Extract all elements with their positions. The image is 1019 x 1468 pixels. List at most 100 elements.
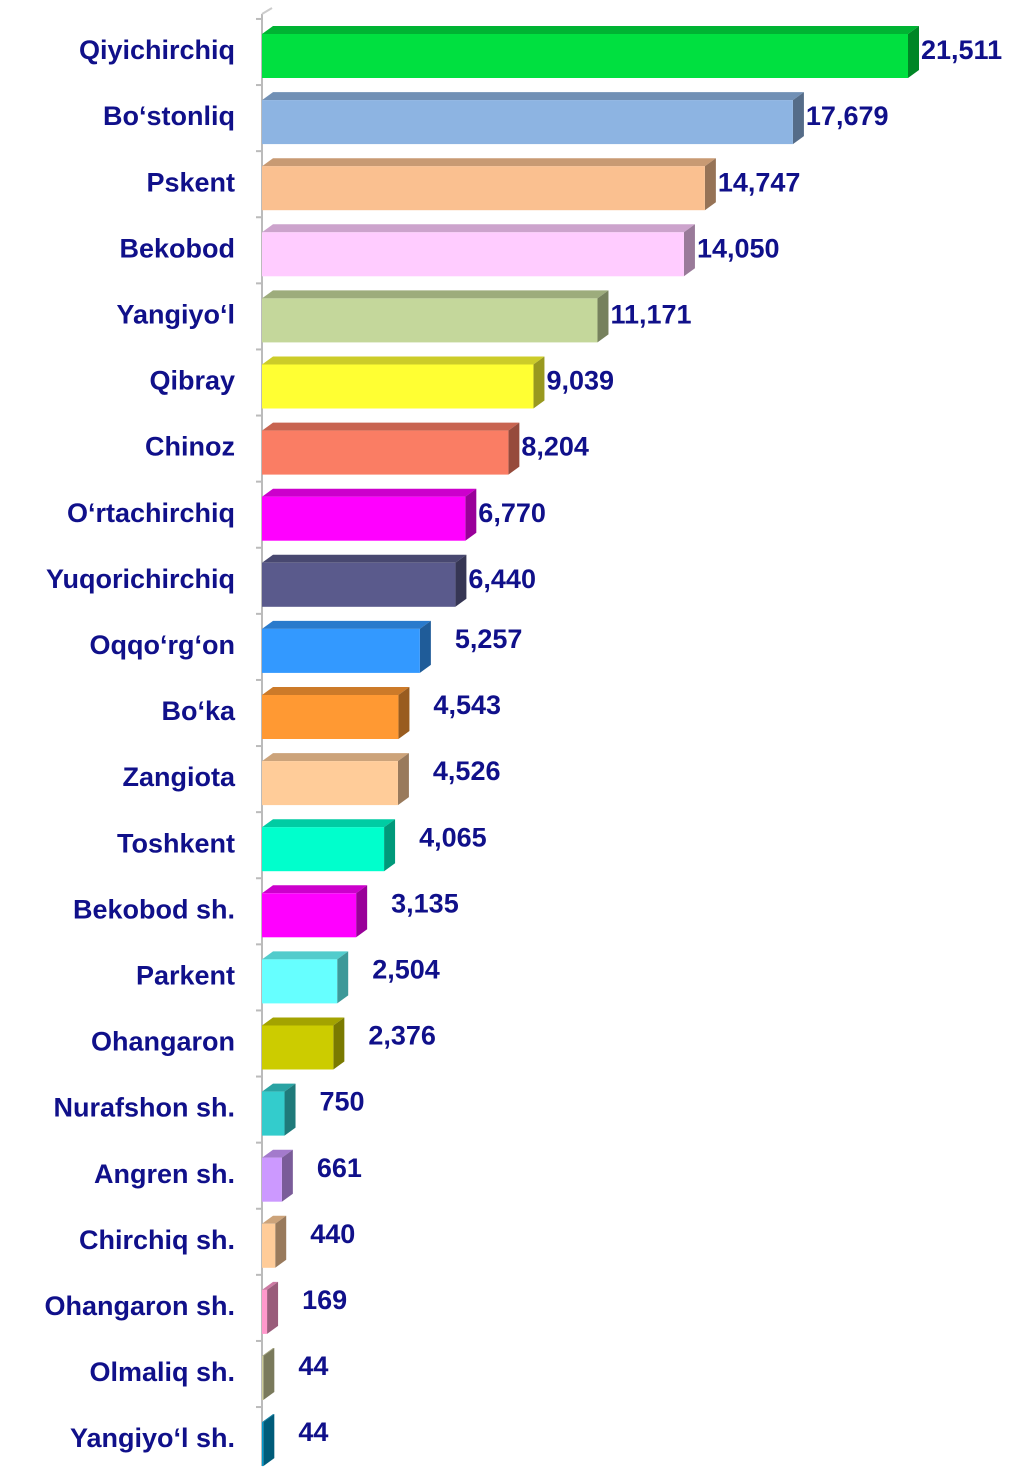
bar (262, 761, 398, 806)
value-label: 44 (298, 1417, 328, 1447)
category-label: Bo‘ka (161, 696, 236, 726)
value-label: 14,747 (718, 167, 801, 197)
bar-top (262, 1149, 293, 1158)
bar-top (262, 1281, 279, 1290)
category-label: Olmaliq sh. (89, 1357, 235, 1387)
bar-top (262, 290, 609, 299)
bar-3d (262, 290, 609, 343)
bar (262, 34, 908, 78)
bar-side (908, 26, 919, 78)
bar-side (533, 356, 545, 409)
value-label: 4,543 (433, 690, 501, 720)
bar (262, 562, 456, 607)
value-label: 2,504 (372, 955, 440, 985)
category-label: Qiyichirchiq (79, 35, 235, 65)
category-label: O‘rtachirchiq (67, 498, 235, 528)
bar-top (262, 488, 477, 497)
bar-3d (262, 158, 716, 211)
category-label: Zangiota (123, 762, 236, 792)
bar-top (262, 1215, 287, 1224)
bar-3d (262, 1281, 279, 1334)
bar-side (267, 1281, 279, 1334)
bar-top (262, 1348, 275, 1356)
bar-top (262, 753, 409, 762)
bar-top (262, 92, 804, 101)
category-label: Chinoz (145, 432, 235, 462)
bar-side (263, 1414, 275, 1467)
category-label: Oqqo‘rg‘on (90, 630, 235, 660)
bar-top (262, 1414, 275, 1423)
bar (262, 1356, 264, 1400)
value-label: 169 (302, 1285, 347, 1315)
category-label: Bekobod (119, 233, 235, 263)
bar-top (262, 554, 467, 563)
bar-top (262, 26, 919, 34)
bar (262, 827, 385, 872)
bar (262, 100, 793, 145)
category-label: Yangiyo‘l sh. (70, 1423, 235, 1453)
value-label: 750 (320, 1087, 365, 1117)
bar (262, 893, 357, 938)
bar-side (397, 753, 409, 806)
bar (262, 1223, 276, 1268)
value-label: 44 (298, 1351, 328, 1381)
value-label: 21,511 (921, 35, 1002, 65)
bar-3d (262, 620, 431, 673)
category-label: Bo‘stonliq (103, 101, 235, 131)
value-label: 5,257 (455, 624, 523, 654)
category-label: Ohangaron (91, 1027, 235, 1057)
category-label: Yuqorichirchiq (46, 564, 235, 594)
bar (262, 1289, 268, 1334)
category-label: Nurafshon sh. (53, 1093, 235, 1123)
bar (262, 298, 598, 343)
value-label: 3,135 (391, 888, 459, 918)
bar-3d (262, 422, 520, 475)
bar (262, 1025, 334, 1070)
bar (262, 1157, 282, 1202)
bar-3d (262, 951, 349, 1004)
bar-side (333, 1017, 345, 1070)
bar-top (262, 158, 716, 167)
bar (262, 1422, 264, 1467)
value-label: 17,679 (806, 101, 889, 131)
bar-3d (262, 1083, 296, 1136)
bar (262, 628, 420, 673)
bar-top (262, 1083, 296, 1092)
bar-3d (262, 554, 467, 607)
bar-top (262, 885, 368, 894)
bar-side (465, 488, 477, 541)
bar-side (356, 885, 368, 938)
bar-3d (262, 1348, 275, 1400)
category-label: Toshkent (117, 828, 235, 858)
value-label: 14,050 (697, 233, 780, 263)
bar-side (275, 1215, 287, 1268)
value-label: 6,770 (478, 498, 546, 528)
bar-top (262, 224, 695, 233)
bar-side (419, 620, 431, 673)
category-label: Parkent (136, 961, 235, 991)
bar (262, 496, 466, 541)
bar-side (597, 290, 609, 343)
bar-3d (262, 26, 919, 78)
bar-3d (262, 1149, 293, 1202)
category-label: Bekobod sh. (73, 894, 235, 924)
value-label: 6,440 (468, 564, 536, 594)
bar (262, 430, 509, 475)
value-label: 4,526 (433, 756, 501, 786)
bar-side (384, 819, 396, 872)
value-label: 440 (310, 1219, 355, 1249)
bar-side (683, 224, 695, 277)
axis-top (261, 7, 273, 15)
bar-side (792, 92, 804, 145)
value-label: 9,039 (546, 366, 614, 396)
bar-side (398, 687, 410, 739)
bar-3d (262, 1215, 287, 1268)
bar-side (508, 422, 520, 475)
bar-top (262, 687, 410, 695)
bar-side (284, 1083, 296, 1136)
category-label: Pskent (146, 167, 235, 197)
bar-top (262, 1017, 345, 1026)
value-label: 11,171 (610, 300, 691, 330)
bar (262, 166, 705, 211)
bar-side (455, 554, 467, 607)
